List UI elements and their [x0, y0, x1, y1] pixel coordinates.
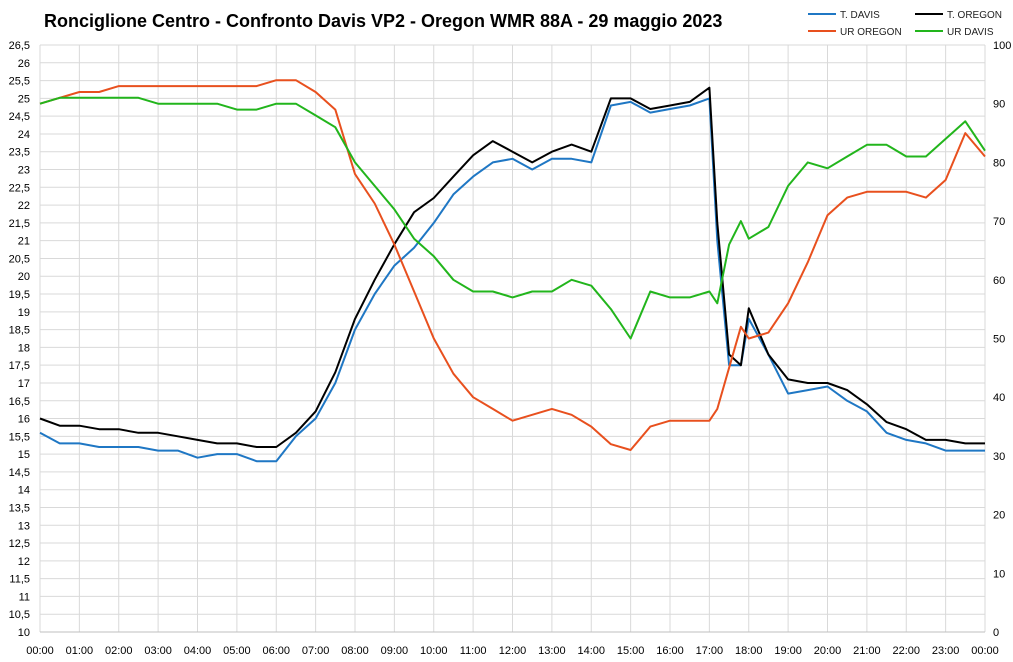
y-left-tick-label: 23,5	[9, 147, 30, 159]
x-tick-label: 03:00	[144, 645, 172, 657]
y-left-tick-label: 22	[18, 200, 30, 212]
x-tick-label: 13:00	[538, 645, 566, 657]
x-tick-label: 14:00	[577, 645, 605, 657]
y-left-tick-label: 25	[18, 93, 30, 105]
legend-label: UR OREGON	[840, 27, 902, 38]
y-left-tick-label: 18,5	[9, 325, 30, 337]
y-left-tick-label: 17	[18, 378, 30, 390]
y-right-tick-label: 60	[993, 275, 1005, 287]
legend-label: UR DAVIS	[947, 27, 994, 38]
legend: T. DAVIS T. OREGON UR OREGON UR DAVIS	[808, 10, 1002, 38]
y-right-tick-label: 0	[993, 627, 999, 639]
x-tick-label: 16:00	[656, 645, 684, 657]
y-right-tick-label: 10	[993, 568, 1005, 580]
y-left-axis: 10 10,5 11 11,5 12 12,5 13 13,5 14 14,5 15 15,5 16 16…	[9, 40, 30, 639]
y-left-tick-label: 18	[18, 342, 30, 354]
y-right-tick-label: 100	[993, 40, 1011, 52]
series-line-t-davis	[39, 97, 985, 463]
series-line-ur-oregon	[39, 79, 986, 451]
y-left-tick-label: 21	[18, 236, 30, 248]
y-left-tick-label: 13	[18, 520, 30, 532]
y-left-tick-label: 11	[19, 591, 30, 603]
y-right-tick-label: 30	[993, 451, 1005, 463]
x-tick-label: 02:00	[105, 645, 133, 657]
y-left-tick-label: 17,5	[9, 360, 30, 372]
y-left-tick-label: 23	[18, 165, 30, 177]
y-left-tick-label: 14,5	[9, 467, 30, 479]
legend-label: T. DAVIS	[840, 10, 880, 21]
series-line-ur-davis	[39, 96, 986, 340]
y-left-tick-label: 24	[18, 129, 30, 141]
x-tick-label: 15:00	[617, 645, 645, 657]
legend-label: T. OREGON	[947, 10, 1002, 21]
y-left-tick-label: 22,5	[9, 182, 30, 194]
y-right-tick-label: 40	[993, 392, 1005, 404]
y-left-tick-label: 16,5	[9, 396, 30, 408]
x-tick-label: 05:00	[223, 645, 251, 657]
grid	[39, 44, 986, 633]
y-left-tick-label: 20,5	[9, 253, 30, 265]
y-left-tick-label: 24,5	[9, 111, 30, 123]
y-left-tick-label: 26	[18, 58, 30, 70]
x-tick-label: 10:00	[420, 645, 448, 657]
y-left-tick-label: 14	[18, 485, 30, 497]
x-tick-label: 18:00	[735, 645, 763, 657]
y-right-axis: 0 10 20 30 40 50 60 70 80 90 100	[993, 40, 1011, 639]
y-left-tick-label: 21,5	[9, 218, 30, 230]
y-left-tick-label: 26,5	[9, 40, 30, 52]
y-right-tick-label: 50	[993, 334, 1005, 346]
y-right-tick-label: 80	[993, 157, 1005, 169]
y-left-tick-label: 13,5	[9, 502, 30, 514]
y-left-tick-label: 15	[18, 449, 30, 461]
y-left-tick-label: 16	[18, 414, 30, 426]
x-tick-label: 00:00	[971, 645, 999, 657]
x-tick-label: 04:00	[184, 645, 212, 657]
x-tick-label: 23:00	[932, 645, 960, 657]
x-tick-label: 11:00	[460, 645, 487, 657]
x-tick-label: 12:00	[499, 645, 527, 657]
x-tick-label: 00:00	[26, 645, 54, 657]
x-tick-label: 22:00	[892, 645, 920, 657]
y-left-tick-label: 10,5	[9, 609, 30, 621]
x-tick-label: 01:00	[66, 645, 94, 657]
y-left-tick-label: 12,5	[9, 538, 30, 550]
x-axis: 00:00 01:00 02:00 03:00 04:00 05:00 06:00 07:00…	[26, 645, 999, 657]
x-tick-label: 07:00	[302, 645, 330, 657]
series-group	[39, 79, 986, 463]
chart-title: Ronciglione Centro - Confronto Davis VP2…	[44, 11, 722, 31]
y-left-tick-label: 15,5	[9, 431, 30, 443]
x-tick-label: 08:00	[341, 645, 369, 657]
x-tick-label: 09:00	[381, 645, 409, 657]
x-tick-label: 17:00	[696, 645, 724, 657]
y-left-tick-label: 19,5	[9, 289, 30, 301]
y-left-tick-label: 11,5	[9, 574, 30, 586]
y-right-tick-label: 70	[993, 216, 1005, 228]
y-left-tick-label: 19	[18, 307, 30, 319]
x-tick-label: 20:00	[814, 645, 842, 657]
y-left-tick-label: 12	[18, 556, 30, 568]
x-tick-label: 21:00	[853, 645, 881, 657]
x-tick-label: 06:00	[262, 645, 290, 657]
x-tick-label: 19:00	[774, 645, 802, 657]
y-left-tick-label: 10	[18, 627, 30, 639]
y-left-tick-label: 20	[18, 271, 30, 283]
y-left-tick-label: 25,5	[9, 76, 30, 88]
y-right-tick-label: 90	[993, 99, 1005, 111]
y-right-tick-label: 20	[993, 510, 1005, 522]
series-line-t-oregon	[39, 86, 985, 448]
